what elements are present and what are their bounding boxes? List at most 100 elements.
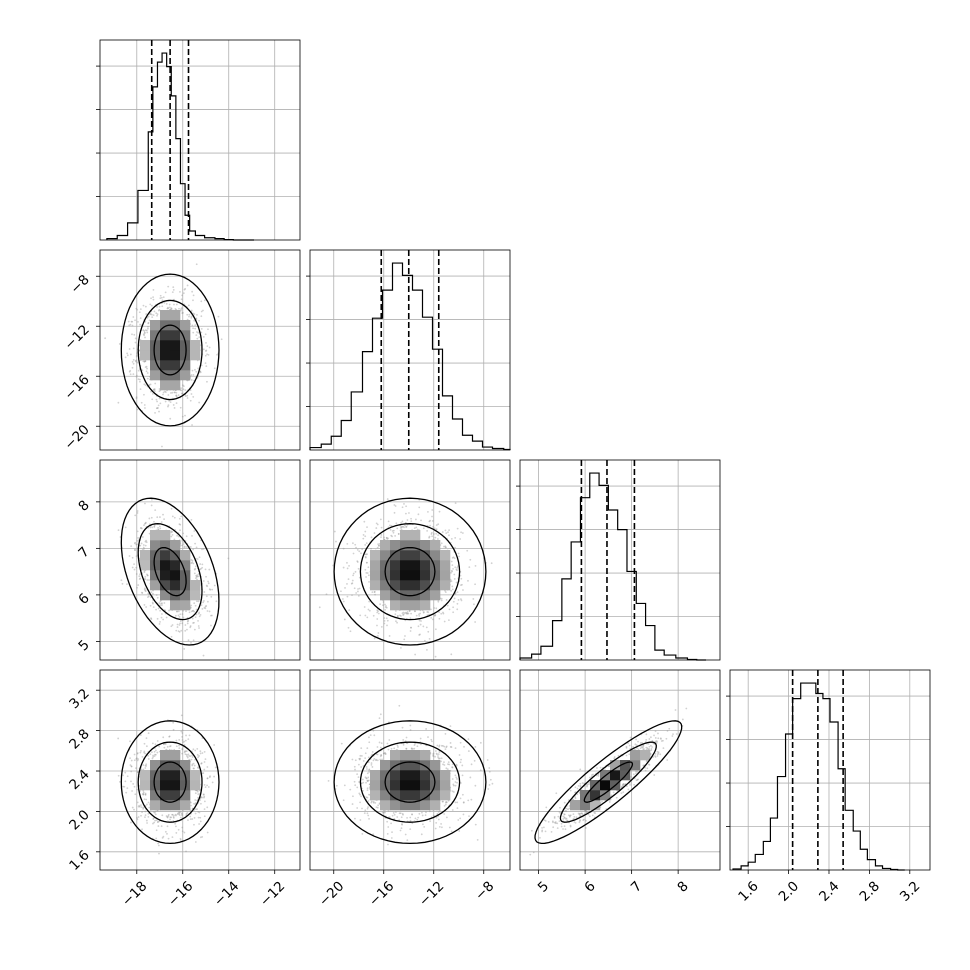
sample-point [360, 766, 363, 768]
y-tick-label-3-0: 1.6 [66, 847, 93, 874]
density-bin [370, 550, 381, 561]
sample-point [134, 548, 136, 551]
sample-point [342, 566, 345, 569]
sample-point [178, 747, 181, 750]
sample-point [422, 527, 425, 530]
sample-point [563, 813, 566, 816]
density-bin [400, 560, 411, 571]
sample-point [206, 777, 209, 780]
density-bin [170, 350, 181, 361]
sample-point [451, 570, 453, 573]
sample-point [360, 552, 362, 555]
sample-point [170, 816, 173, 819]
sample-point [417, 625, 420, 628]
sample-point [171, 533, 174, 536]
sample-point [490, 562, 493, 565]
sample-point [203, 600, 205, 602]
sample-point [383, 619, 386, 622]
sample-point [430, 738, 433, 741]
sample-point [441, 531, 444, 533]
sample-point [654, 740, 657, 743]
sample-point [145, 819, 148, 822]
density-bin [400, 540, 411, 551]
sample-point [153, 755, 156, 758]
sample-point [448, 608, 451, 611]
sample-point [448, 763, 451, 766]
sample-point [126, 352, 129, 355]
sample-point [145, 329, 148, 332]
sample-point [200, 762, 203, 765]
sample-point [444, 732, 447, 735]
sample-point [192, 767, 195, 770]
sample-point [138, 804, 141, 807]
sample-point [160, 296, 163, 299]
sample-point [574, 821, 577, 824]
sample-point [206, 610, 209, 612]
density-bin [180, 590, 191, 601]
sample-point [124, 780, 127, 783]
sample-point [145, 539, 148, 542]
sample-point [126, 354, 129, 357]
sample-point [442, 800, 444, 803]
sample-point [563, 813, 566, 816]
sample-point [646, 767, 649, 770]
x-tick-label-1-3: −8 [472, 878, 497, 903]
sample-point [566, 819, 569, 822]
sample-point [574, 786, 577, 789]
sample-point [577, 784, 580, 787]
density-bin [180, 370, 191, 381]
sample-point [450, 560, 453, 563]
sample-point [456, 602, 459, 605]
sample-point [392, 812, 395, 814]
sample-point [209, 588, 212, 591]
sample-point [202, 793, 205, 796]
sample-point [364, 544, 367, 546]
sample-point [648, 745, 651, 748]
sample-point [181, 814, 183, 817]
sample-point [327, 779, 330, 782]
density-bin [170, 560, 181, 571]
sample-point [142, 764, 145, 766]
sample-point [156, 740, 159, 742]
sample-point [447, 763, 449, 766]
density-bin [410, 540, 421, 551]
sample-point [460, 584, 462, 587]
sample-point [356, 549, 359, 551]
sample-point [135, 543, 138, 546]
sample-point [163, 301, 166, 304]
sample-point [146, 372, 149, 374]
sample-point [161, 837, 164, 839]
sample-point [452, 791, 455, 793]
sample-point [164, 830, 167, 833]
sample-point [163, 746, 166, 749]
sample-point [174, 614, 177, 617]
sample-point [406, 839, 409, 842]
sample-point [437, 818, 440, 821]
sample-point [434, 655, 437, 658]
sample-point [456, 591, 459, 594]
sample-point [137, 320, 139, 323]
sample-point [161, 305, 164, 308]
sample-point [131, 333, 133, 336]
sample-point [356, 807, 359, 809]
density-bin [370, 570, 381, 581]
sample-point [217, 315, 220, 318]
sample-point [156, 821, 159, 824]
sample-point [358, 587, 361, 590]
sample-point [655, 741, 658, 744]
sample-point [392, 531, 395, 534]
sample-point [169, 816, 172, 819]
sample-point [204, 786, 207, 789]
sample-point [357, 590, 359, 593]
sample-point [137, 805, 140, 808]
density-bin [400, 760, 411, 771]
density-bin [390, 560, 401, 571]
sample-point [440, 744, 443, 747]
sample-point [154, 753, 157, 756]
sample-point [202, 548, 205, 550]
panel-frame [519, 669, 721, 871]
sample-point [383, 617, 386, 619]
sample-point [203, 761, 206, 763]
sample-point [172, 404, 175, 406]
sample-point [386, 619, 389, 622]
